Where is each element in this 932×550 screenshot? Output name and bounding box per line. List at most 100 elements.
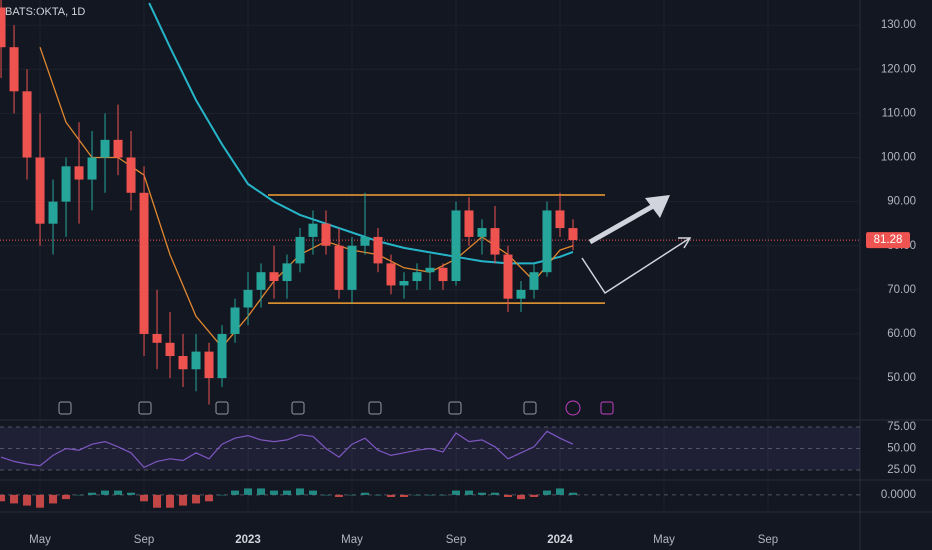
candle-body	[360, 236, 370, 246]
candle-body	[334, 245, 344, 290]
macd-bar	[413, 494, 422, 496]
x-tick-label: May	[653, 534, 675, 546]
annotation-arrows	[581, 195, 692, 295]
macd-bar	[387, 494, 396, 497]
earnings-icon	[448, 401, 462, 415]
candle-body	[35, 157, 45, 224]
y-tick-label: 120.00	[881, 63, 916, 75]
y-tick-label: 100.00	[881, 152, 916, 164]
candle-body	[503, 254, 513, 299]
candle-body	[22, 91, 32, 158]
candle-body	[191, 351, 201, 370]
macd-bar	[529, 494, 538, 497]
x-tick-label: May	[341, 534, 363, 546]
rsi-tick-label: 25.00	[887, 464, 916, 476]
x-tick-label: Sep	[446, 534, 466, 546]
macd-bar	[464, 490, 473, 495]
x-tick-label: Sep	[758, 534, 778, 546]
macd-bar	[426, 494, 434, 496]
macd-bar	[296, 488, 305, 495]
candle-body	[490, 228, 500, 255]
candle-body	[529, 272, 539, 290]
macd-bar	[127, 492, 136, 495]
candle-body	[412, 272, 422, 282]
candle-body	[464, 210, 474, 237]
macd-tick-label: 0.0000	[881, 489, 916, 501]
candle-body	[399, 281, 409, 286]
arrow-path	[581, 237, 691, 295]
macd-bar	[542, 490, 551, 495]
earnings-icon	[138, 401, 152, 415]
arrow-shaft	[588, 202, 657, 245]
candle-body	[0, 7, 6, 48]
macd-bar	[49, 494, 58, 504]
candle-body	[165, 342, 175, 357]
macd-bar	[0, 494, 6, 502]
y-tick-label: 50.00	[887, 372, 916, 384]
macd-bar	[400, 494, 409, 497]
earnings-icon	[291, 401, 305, 415]
candle-body	[230, 307, 240, 334]
macd-bar	[516, 494, 525, 500]
price-pane	[0, 0, 860, 405]
macd-bar	[270, 490, 279, 495]
x-tick-label: 2023	[235, 534, 261, 546]
macd-bar	[192, 494, 201, 504]
candle-body	[347, 245, 357, 290]
macd-bar	[555, 488, 564, 495]
candle-body	[48, 201, 58, 224]
candle-body	[217, 333, 227, 379]
candle-body	[9, 47, 19, 92]
macd-bar	[153, 494, 162, 508]
arrow-head	[678, 237, 692, 249]
candle-body	[152, 333, 162, 343]
macd-bar	[218, 494, 227, 496]
macd-bar	[140, 494, 149, 502]
candle-body	[126, 157, 136, 193]
macd-bar	[205, 494, 214, 502]
macd-bar	[231, 490, 240, 495]
candle-body	[61, 166, 71, 202]
dividend-icon	[565, 400, 581, 416]
earnings-icon	[600, 401, 614, 415]
candle-body	[542, 210, 552, 273]
y-tick-label: 70.00	[887, 284, 916, 296]
macd-bar	[309, 490, 318, 495]
candle-body	[100, 139, 110, 158]
macd-bar	[348, 494, 357, 496]
macd-bar	[374, 494, 383, 496]
indicator-panes	[0, 426, 860, 508]
y-tick-label: 90.00	[887, 196, 916, 208]
candle-body	[204, 351, 214, 379]
candle-body	[308, 223, 318, 237]
macd-bar	[438, 494, 447, 496]
candle-body	[269, 272, 279, 282]
candle-body	[451, 210, 461, 282]
candle-body	[373, 236, 383, 264]
candle-body	[477, 228, 487, 237]
rsi-tick-label: 75.00	[887, 421, 916, 433]
y-tick-label: 110.00	[882, 107, 916, 119]
earnings-icon	[368, 401, 382, 415]
macd-bar	[490, 492, 499, 495]
macd-bar	[23, 494, 32, 506]
candle-body	[555, 210, 565, 229]
x-tick-label: 2024	[547, 534, 573, 546]
macd-bar	[257, 488, 266, 495]
x-tick-label: Sep	[134, 534, 154, 546]
macd-bar	[244, 488, 253, 495]
candle-body	[516, 289, 526, 299]
macd-bar	[335, 494, 344, 497]
macd-bar	[101, 490, 110, 495]
y-tick-label: 60.00	[887, 328, 916, 340]
rsi-line	[0, 430, 574, 469]
candle-body	[568, 228, 578, 241]
candle-body	[282, 263, 292, 282]
earnings-icon	[523, 401, 537, 415]
macd-bar	[361, 492, 370, 495]
arrow-head	[645, 195, 670, 218]
candle-body	[113, 139, 123, 158]
candle-body	[178, 356, 188, 370]
